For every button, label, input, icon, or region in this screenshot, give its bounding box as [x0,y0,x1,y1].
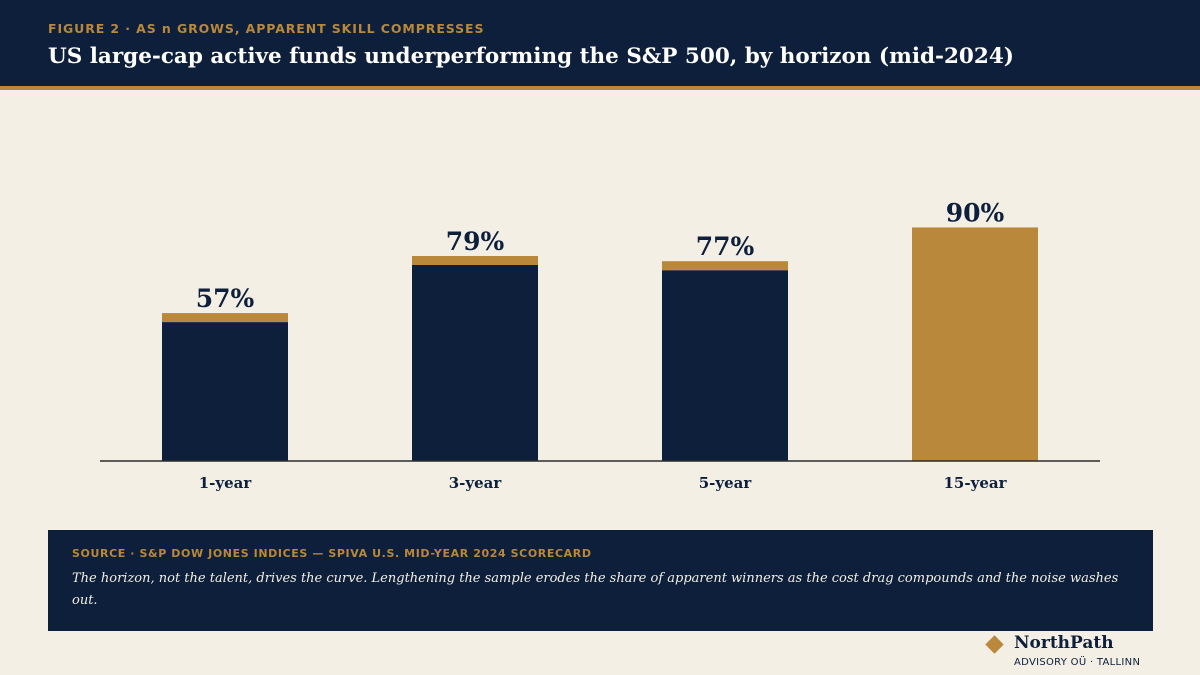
source-note: The horizon, not the talent, drives the … [72,571,1119,608]
value-label-15-year: 90% [946,198,1005,227]
diamond-logo-icon [985,635,1004,654]
value-label-5-year: 77% [696,232,755,261]
bar-5-year [662,270,788,461]
bar-cap-3-year [412,255,538,265]
source-panel: SOURCE · S&P DOW JONES INDICES — SPIVA U… [48,530,1153,631]
category-label-3-year: 3-year [449,474,503,492]
header-bar: FIGURE 2 · AS n GROWS, APPARENT SKILL CO… [0,0,1200,86]
bar-15-year [912,227,1038,461]
source-label: SOURCE · S&P DOW JONES INDICES — SPIVA U… [72,547,592,560]
brand-name: NorthPath [1014,633,1114,653]
brand-subtitle: ADVISORY OÜ · TALLINN [1014,657,1141,668]
category-label-5-year: 5-year [699,474,753,492]
value-label-1-year: 57% [196,284,255,313]
bar-3-year [412,264,538,461]
bar-cap-1-year [162,313,288,323]
value-label-3-year: 79% [446,227,505,256]
category-label-15-year: 15-year [944,474,1008,492]
bar-cap-5-year [662,261,788,271]
bar-1-year [162,322,288,461]
figure-kicker: FIGURE 2 · AS n GROWS, APPARENT SKILL CO… [48,21,485,36]
chart-title: US large-cap active funds underperformin… [48,44,1014,69]
header-rule [0,86,1200,90]
bar-chart: 57% 1-year 79% 3-year 77% 5-year 90% 15-year [100,198,1100,492]
category-label-1-year: 1-year [199,474,253,492]
